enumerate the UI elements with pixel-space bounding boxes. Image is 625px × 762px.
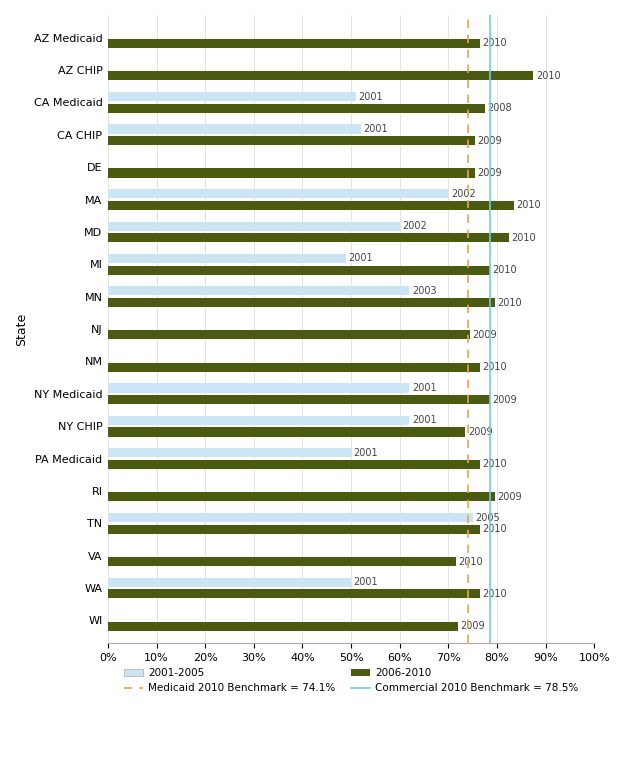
Bar xyxy=(108,168,475,178)
Bar xyxy=(108,287,409,296)
Text: 2009: 2009 xyxy=(478,168,502,178)
Bar xyxy=(108,589,480,598)
Text: 2001: 2001 xyxy=(412,383,436,393)
Text: 2001: 2001 xyxy=(354,578,378,588)
Bar xyxy=(108,448,351,457)
Text: 2010: 2010 xyxy=(492,265,517,275)
Text: 2003: 2003 xyxy=(412,286,436,296)
Bar xyxy=(108,124,361,133)
Text: 2010: 2010 xyxy=(482,524,507,534)
Legend: 2001-2005, Medicaid 2010 Benchmark = 74.1%, 2006-2010, Commercial 2010 Benchmark: 2001-2005, Medicaid 2010 Benchmark = 74.… xyxy=(120,664,582,697)
Text: 2001: 2001 xyxy=(349,254,373,264)
Bar xyxy=(108,416,409,425)
Text: 2009: 2009 xyxy=(478,136,502,146)
Bar xyxy=(108,39,480,48)
Text: 2010: 2010 xyxy=(458,556,482,566)
Bar xyxy=(108,136,475,145)
Bar xyxy=(108,189,448,198)
Text: 2001: 2001 xyxy=(363,124,388,134)
Text: 2001: 2001 xyxy=(412,415,436,425)
Bar xyxy=(108,524,480,533)
Text: 2009: 2009 xyxy=(472,330,498,340)
Text: 2010: 2010 xyxy=(511,232,536,243)
Bar xyxy=(108,201,514,210)
Bar xyxy=(108,513,472,522)
Text: 2010: 2010 xyxy=(482,362,507,373)
Text: 2010: 2010 xyxy=(536,71,561,81)
Bar xyxy=(108,266,489,274)
Bar xyxy=(108,578,351,587)
Bar xyxy=(108,72,533,81)
Bar xyxy=(108,233,509,242)
Bar xyxy=(108,331,470,339)
Text: 2002: 2002 xyxy=(402,221,427,231)
Text: 2001: 2001 xyxy=(358,91,383,101)
Y-axis label: State: State xyxy=(15,312,28,346)
Bar xyxy=(108,427,466,437)
Bar xyxy=(108,363,480,372)
Text: 2009: 2009 xyxy=(492,395,517,405)
Bar xyxy=(108,383,409,392)
Bar xyxy=(108,395,489,404)
Text: 2009: 2009 xyxy=(497,491,522,502)
Bar xyxy=(108,92,356,101)
Text: 2010: 2010 xyxy=(482,39,507,49)
Bar xyxy=(108,557,456,566)
Bar xyxy=(108,254,346,263)
Text: 2010: 2010 xyxy=(516,200,541,210)
Text: 2010: 2010 xyxy=(482,589,507,599)
Text: 2009: 2009 xyxy=(468,427,492,437)
Text: 2001: 2001 xyxy=(354,448,378,458)
Text: 2010: 2010 xyxy=(482,459,507,469)
Bar xyxy=(108,298,494,307)
Bar xyxy=(108,622,458,631)
Text: 2008: 2008 xyxy=(488,103,512,114)
Text: 2005: 2005 xyxy=(475,513,500,523)
Bar xyxy=(108,492,494,501)
Bar xyxy=(108,104,485,113)
Text: 2010: 2010 xyxy=(497,297,522,308)
Bar xyxy=(108,460,480,469)
Text: 2002: 2002 xyxy=(451,189,476,199)
Text: 2009: 2009 xyxy=(461,621,485,631)
Bar xyxy=(108,222,400,231)
